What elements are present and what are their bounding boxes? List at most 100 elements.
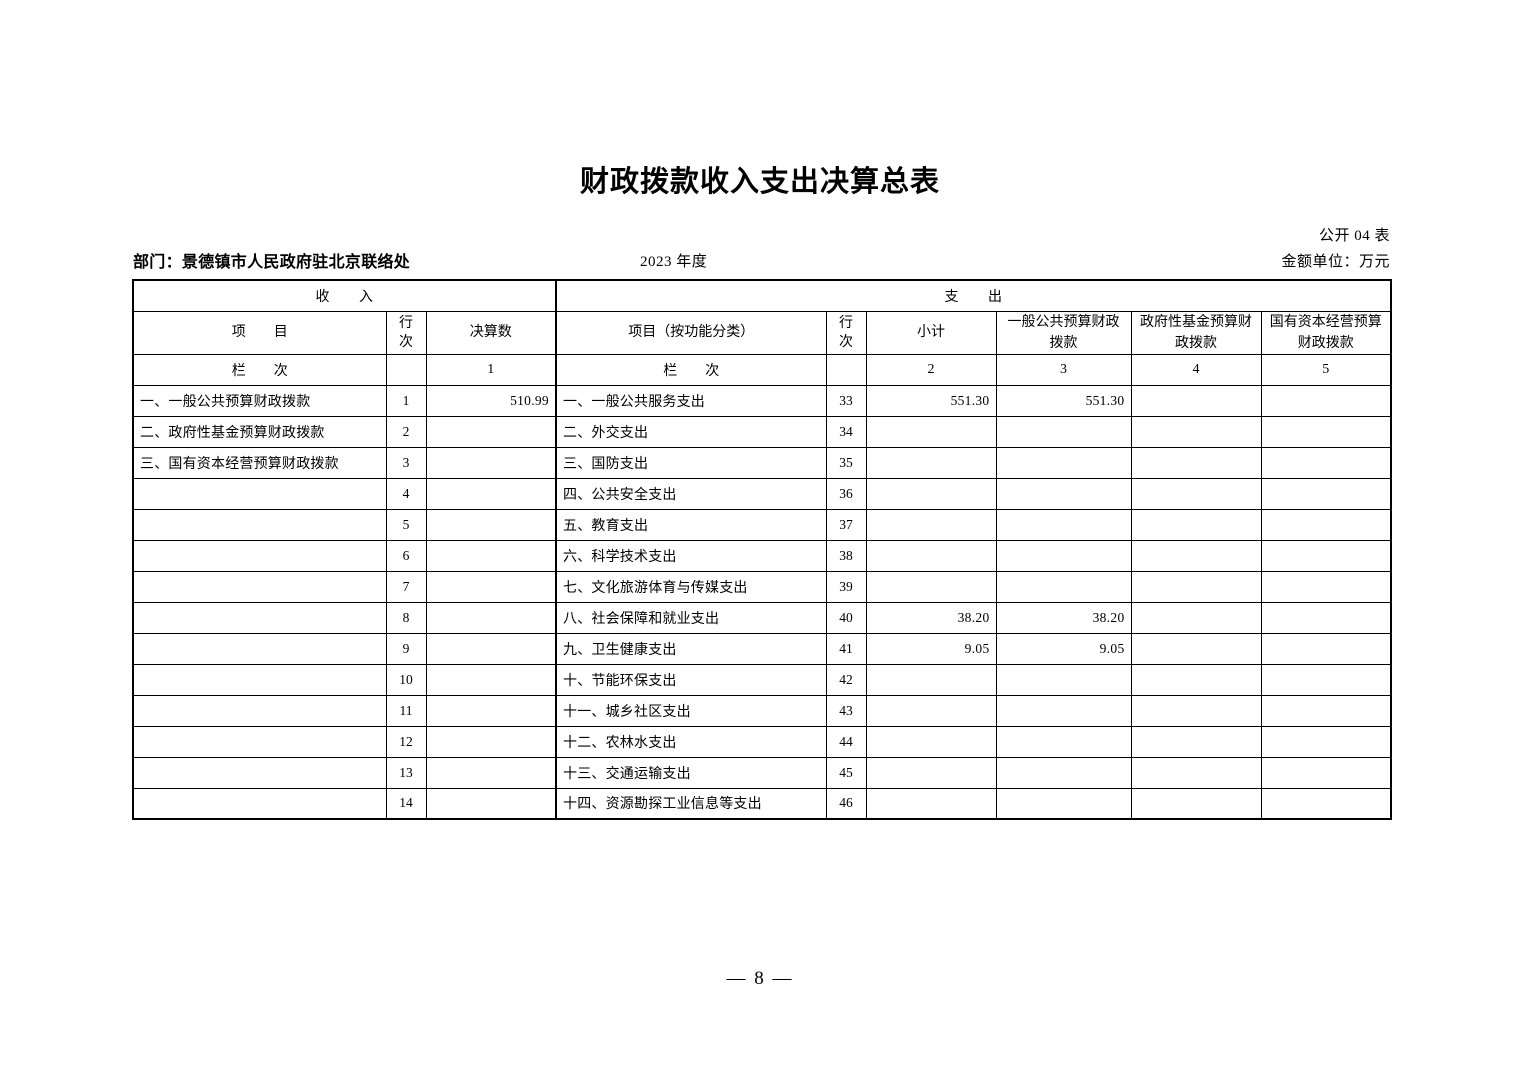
general-public-budget-value	[995, 508, 1132, 541]
income-item-label	[132, 477, 387, 510]
state-capital-budget-value	[1260, 632, 1392, 665]
income-item-label	[132, 663, 387, 696]
gov-fund-budget-value	[1130, 570, 1262, 603]
expenditure-row-number: 45	[825, 756, 867, 789]
expenditure-subtotal-value	[865, 446, 997, 479]
expenditure-subtotal-value	[865, 787, 997, 820]
header-expenditure-item: 项目（按功能分类）	[555, 310, 827, 355]
gov-fund-budget-value	[1130, 384, 1262, 417]
expenditure-row-number: 34	[825, 415, 867, 448]
column-index-exp-subtotal: 2	[865, 353, 997, 386]
income-row-number: 2	[385, 415, 427, 448]
general-public-budget-value	[995, 663, 1132, 696]
expenditure-subtotal-value	[865, 756, 997, 789]
expenditure-row-number: 43	[825, 694, 867, 727]
expenditure-row-number: 44	[825, 725, 867, 758]
page-title: 财政拨款收入支出决算总表	[579, 166, 940, 198]
expenditure-subtotal-value	[865, 415, 997, 448]
column-index-exp-gov-fund: 4	[1130, 353, 1262, 386]
gov-fund-budget-value	[1130, 539, 1262, 572]
expenditure-subtotal-value	[865, 694, 997, 727]
state-capital-budget-value	[1260, 694, 1392, 727]
header-general-public-budget: 一般公共预算财政拨款	[995, 310, 1132, 355]
expenditure-row-number: 37	[825, 508, 867, 541]
band-expenditure: 支 出	[555, 279, 1392, 312]
expenditure-row-number: 42	[825, 663, 867, 696]
expenditure-item-label: 十一、城乡社区支出	[555, 694, 827, 727]
table-row: 10 十、节能环保支出 42	[132, 663, 1392, 696]
income-row-number: 10	[385, 663, 427, 696]
gov-fund-budget-value	[1130, 756, 1262, 789]
expenditure-row-number: 33	[825, 384, 867, 417]
expenditure-item-label: 十、节能环保支出	[555, 663, 827, 696]
state-capital-budget-value	[1260, 415, 1392, 448]
expenditure-item-label: 九、卫生健康支出	[555, 632, 827, 665]
income-item-label: 二、政府性基金预算财政拨款	[132, 415, 387, 448]
gov-fund-budget-value	[1130, 415, 1262, 448]
income-item-label: 三、国有资本经营预算财政拨款	[132, 446, 387, 479]
header-income-final-amount: 决算数	[425, 310, 557, 355]
expenditure-item-label: 十三、交通运输支出	[555, 756, 827, 789]
income-row-number: 3	[385, 446, 427, 479]
general-public-budget-value	[995, 415, 1132, 448]
header-income-row-no-text: 行次	[399, 315, 413, 350]
general-public-budget-value	[995, 539, 1132, 572]
expenditure-row-number: 41	[825, 632, 867, 665]
table-row: 7 七、文化旅游体育与传媒支出 39	[132, 570, 1392, 603]
gov-fund-budget-value	[1130, 663, 1262, 696]
income-item-label	[132, 539, 387, 572]
income-final-amount-value	[425, 632, 557, 665]
expenditure-row-number: 40	[825, 601, 867, 634]
general-public-budget-value	[995, 477, 1132, 510]
expenditure-subtotal-value: 38.20	[865, 601, 997, 634]
expenditure-item-label: 五、教育支出	[555, 508, 827, 541]
table-row: 6 六、科学技术支出 38	[132, 539, 1392, 572]
income-row-number: 1	[385, 384, 427, 417]
form-number-label: 公开 04 表	[1318, 228, 1390, 244]
income-item-label	[132, 632, 387, 665]
income-item-label	[132, 725, 387, 758]
expenditure-subtotal-value: 9.05	[865, 632, 997, 665]
income-final-amount-value	[425, 756, 557, 789]
column-index-label-expenditure: 栏 次	[555, 353, 827, 386]
income-final-amount-value: 510.99	[425, 384, 557, 417]
expenditure-item-label: 十四、资源勘探工业信息等支出	[555, 787, 827, 820]
expenditure-subtotal-value	[865, 539, 997, 572]
department-label: 部门：景德镇市人民政府驻北京联络处	[133, 254, 411, 271]
income-final-amount-value	[425, 415, 557, 448]
table-row: 13 十三、交通运输支出 45	[132, 756, 1392, 789]
income-item-label	[132, 756, 387, 789]
gov-fund-budget-value	[1130, 446, 1262, 479]
page-number-footer: — 8 —	[726, 968, 794, 989]
expenditure-row-number: 46	[825, 787, 867, 820]
expenditure-row-number: 35	[825, 446, 867, 479]
expenditure-subtotal-value: 551.30	[865, 384, 997, 417]
column-index-label-income: 栏 次	[132, 353, 387, 386]
expenditure-row-number: 39	[825, 570, 867, 603]
expenditure-item-label: 三、国防支出	[555, 446, 827, 479]
table-row: 8 八、社会保障和就业支出 40 38.20 38.20	[132, 601, 1392, 634]
gov-fund-budget-value	[1130, 725, 1262, 758]
expenditure-item-label: 二、外交支出	[555, 415, 827, 448]
income-final-amount-value	[425, 446, 557, 479]
header-income-item: 项 目	[132, 310, 387, 355]
expenditure-row-number: 38	[825, 539, 867, 572]
gov-fund-budget-value	[1130, 694, 1262, 727]
state-capital-budget-value	[1260, 508, 1392, 541]
income-row-number: 12	[385, 725, 427, 758]
header-expenditure-subtotal: 小计	[865, 310, 997, 355]
table-row: 11 十一、城乡社区支出 43	[132, 694, 1392, 727]
income-row-number: 4	[385, 477, 427, 510]
income-item-label: 一、一般公共预算财政拨款	[132, 384, 387, 417]
general-public-budget-value	[995, 446, 1132, 479]
income-row-number: 5	[385, 508, 427, 541]
gov-fund-budget-value	[1130, 508, 1262, 541]
table-row: 三、国有资本经营预算财政拨款 3 三、国防支出 35	[132, 446, 1392, 479]
general-public-budget-value	[995, 694, 1132, 727]
income-final-amount-value	[425, 508, 557, 541]
income-final-amount-value	[425, 601, 557, 634]
income-row-number: 14	[385, 787, 427, 820]
column-index-exp-state-capital: 5	[1260, 353, 1392, 386]
income-row-number: 13	[385, 756, 427, 789]
general-public-budget-value	[995, 725, 1132, 758]
